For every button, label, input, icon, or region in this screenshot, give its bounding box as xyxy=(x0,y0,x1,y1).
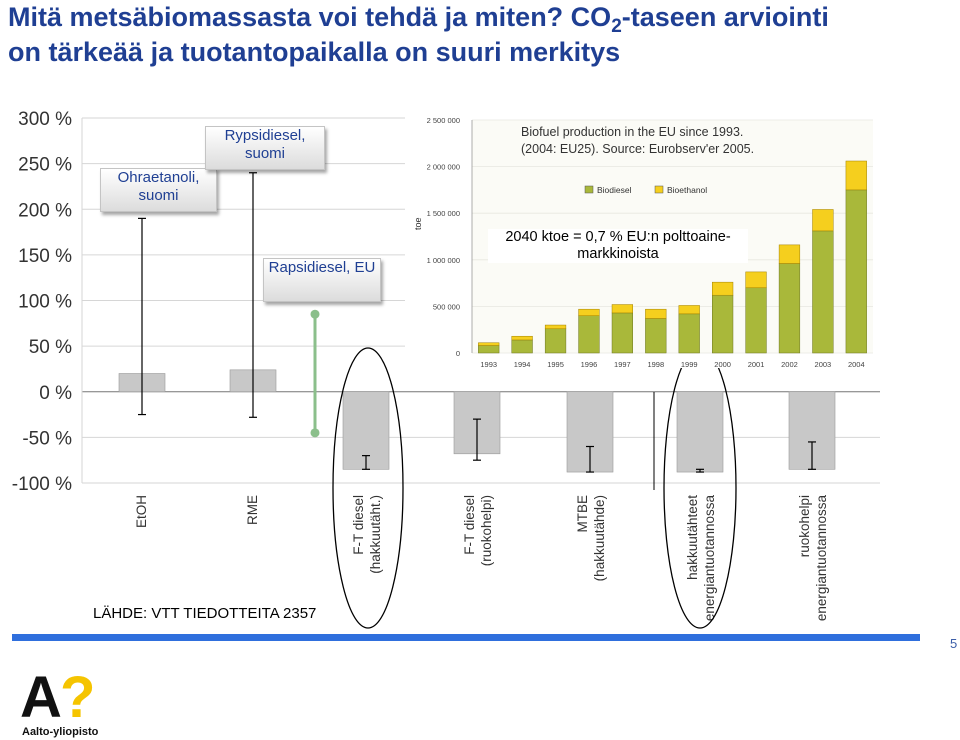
rapsidiesel-range-high xyxy=(310,309,320,319)
inset-bar-biodiesel xyxy=(778,263,801,354)
inset-bar-biodiesel xyxy=(812,230,834,354)
title-subscript: 2 xyxy=(611,16,622,37)
main-category-label: MTBE (hakkuutähde) xyxy=(575,495,607,581)
main-y-tick-label: -100 % xyxy=(12,474,72,495)
callout-rapsidiesel-eu: Rapsidiesel, EU xyxy=(263,258,381,302)
logo-letter-a: A xyxy=(20,667,62,725)
inset-bar-bioethanol xyxy=(778,244,801,264)
inset-bar-biodiesel xyxy=(478,345,500,354)
inset-bar-biodiesel xyxy=(611,312,633,354)
main-y-tick-label: 50 % xyxy=(29,337,72,358)
main-category-label: ruokohelpi energiantuotannossa xyxy=(797,495,829,622)
inset-y-tick-label: 0 xyxy=(456,349,460,358)
main-y-tick-label: 150 % xyxy=(18,246,72,267)
title-text-1a: Mitä metsäbiomassasta voi tehdä ja miten… xyxy=(8,2,612,32)
inset-y-tick-label: 2 000 000 xyxy=(427,163,460,172)
source-note: LÄHDE: VTT TIEDOTTEITA 2357 xyxy=(93,605,317,622)
inset-x-tick-label: 1998 xyxy=(647,360,664,369)
inset-y-tick-label: 500 000 xyxy=(433,302,460,311)
rapsidiesel-range-low xyxy=(310,428,320,438)
title-line-2: on tärkeää ja tuotantopaikalla on suuri … xyxy=(8,37,621,67)
inset-bar-biodiesel xyxy=(678,313,700,354)
inset-x-tick-label: 1994 xyxy=(514,360,531,369)
inset-x-tick-label: 2003 xyxy=(815,360,832,369)
inset-x-tick-label: 2000 xyxy=(714,360,731,369)
inset-bar-bioethanol xyxy=(511,335,533,341)
aalto-logo-mark: A ? xyxy=(20,665,95,730)
footer-bar xyxy=(12,634,920,641)
inset-bar-biodiesel xyxy=(511,339,533,354)
inset-bar-bioethanol xyxy=(578,308,600,316)
inset-bar-bioethanol xyxy=(544,324,567,330)
inset-bar-bioethanol xyxy=(712,281,734,296)
callout-rypsidiesel-suomi: Rypsidiesel, suomi xyxy=(205,126,325,170)
inset-bar-biodiesel xyxy=(578,315,600,354)
inset-y-tick-label: 1 500 000 xyxy=(427,209,460,218)
main-y-tick-label: 200 % xyxy=(18,200,72,221)
inset-legend-label: Biodiesel xyxy=(597,185,632,195)
main-category-label: F-T diesel (ruokohelpi) xyxy=(462,495,494,566)
main-y-tick-label: 0 % xyxy=(39,383,72,404)
inset-legend-swatch xyxy=(584,185,594,194)
inset-x-tick-label: 2002 xyxy=(781,360,798,369)
main-category-label: F-T diesel (hakkuutäht.) xyxy=(351,495,383,574)
logo-question-mark: ? xyxy=(60,667,95,725)
inset-title: Biofuel production in the EU since 1993. xyxy=(521,125,743,139)
main-y-tick-label: 100 % xyxy=(18,292,72,313)
inset-legend-label: Bioethanol xyxy=(667,185,707,195)
inset-bar-bioethanol xyxy=(812,209,834,232)
page-number: 5 xyxy=(950,636,958,651)
inset-bar-biodiesel xyxy=(544,328,567,354)
callout-ohraetanoli: Ohraetanoli, suomi xyxy=(100,168,217,212)
inset-bar-bioethanol xyxy=(678,305,700,315)
inset-y-tick-label: 2 500 000 xyxy=(427,116,460,125)
inset-ylabel: toe xyxy=(413,217,423,230)
main-category-label: hakkuutähteet energiantuotannossa xyxy=(685,495,717,622)
inset-bar-bioethanol xyxy=(745,271,767,289)
title-text-1b: -taseen arviointi xyxy=(621,2,829,32)
highlight-ellipse-ft-diesel xyxy=(332,347,404,629)
inset-x-tick-label: 1995 xyxy=(547,360,564,369)
inset-x-tick-label: 1996 xyxy=(581,360,598,369)
inset-bar-bioethanol xyxy=(645,308,667,319)
inset-legend-swatch xyxy=(654,185,664,194)
highlight-ellipse-hakkuutahteet xyxy=(663,347,737,629)
main-category-label: RME xyxy=(245,495,260,525)
inset-subtitle: (2004: EU25). Source: Eurobserv'er 2005. xyxy=(521,142,754,156)
inset-bar-bioethanol xyxy=(845,160,867,191)
inset-bar-biodiesel xyxy=(712,294,734,354)
inset-bar-biodiesel xyxy=(645,318,667,354)
inset-x-tick-label: 1999 xyxy=(681,360,698,369)
inset-y-tick-label: 1 000 000 xyxy=(427,256,460,265)
aalto-logo: A ? xyxy=(20,665,110,730)
main-category-label: EtOH xyxy=(134,495,149,528)
inset-bar-bioethanol xyxy=(478,342,500,346)
inset-bar-biodiesel xyxy=(845,189,867,354)
main-y-tick-label: -50 % xyxy=(22,428,72,449)
main-y-tick-label: 250 % xyxy=(18,155,72,176)
main-y-tick-label: 300 % xyxy=(18,109,72,130)
inset-x-tick-label: 2001 xyxy=(748,360,765,369)
callout-ktoe-note: 2040 ktoe = 0,7 % EU:n polttoaine-markki… xyxy=(488,229,748,263)
main-bar xyxy=(676,391,724,473)
title-line-1: Mitä metsäbiomassasta voi tehdä ja miten… xyxy=(8,2,829,37)
inset-x-tick-label: 1993 xyxy=(480,360,497,369)
inset-bar-bioethanol xyxy=(611,304,633,314)
inset-bar-biodiesel xyxy=(745,287,767,354)
aalto-logo-text: Aalto-yliopisto xyxy=(22,726,99,738)
inset-x-tick-label: 1997 xyxy=(614,360,631,369)
inset-x-tick-label: 2004 xyxy=(848,360,865,369)
